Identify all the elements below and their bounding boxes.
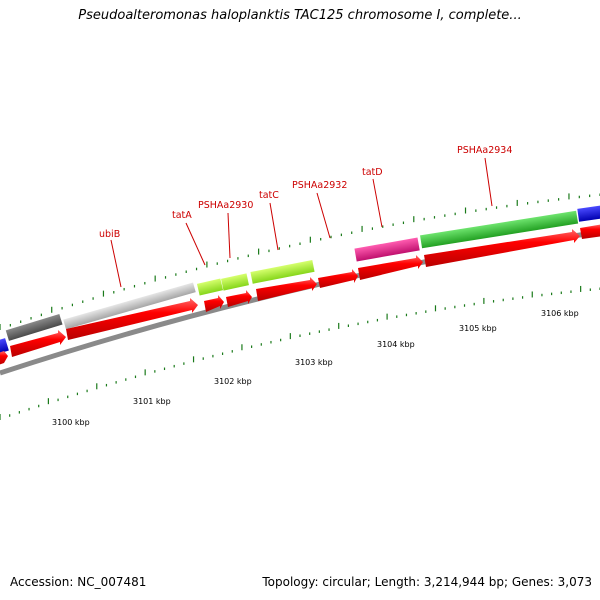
- leader-ubiB: [110, 239, 122, 288]
- accession-text: Accession: NC_007481: [10, 575, 147, 589]
- gene-labels: ubiB tatA PSHAa2930 tatC PSHAa2932 tatD …: [99, 145, 512, 240]
- gene-label-tatC: tatC: [259, 190, 279, 201]
- feature-tatD: [354, 237, 420, 262]
- kbp-label-3102: 3102 kbp: [214, 377, 252, 386]
- cds-arrow: [318, 269, 358, 288]
- cds-arrow: [66, 298, 198, 340]
- kbp-label-3105: 3105 kbp: [459, 324, 497, 333]
- cds-arrow: [580, 224, 600, 239]
- map-title: Pseudoalteromonas haloplanktis TAC125 ch…: [78, 8, 522, 23]
- feature-blue-left: [0, 338, 9, 354]
- feature-track: [0, 205, 600, 354]
- lower-tick-row: [0, 285, 600, 420]
- feature-dark-gray: [5, 314, 63, 341]
- kbp-labels: 3100 kbp 3101 kbp 3102 kbp 3103 kbp 3104…: [52, 309, 579, 427]
- gene-label-PSHAa2932: PSHAa2932: [292, 180, 347, 191]
- label-leader-lines: [110, 157, 493, 288]
- feature-blue-right: [577, 205, 600, 222]
- upper-tick-row: [0, 193, 600, 330]
- cds-arrow: [256, 277, 317, 301]
- kbp-label-3106: 3106 kbp: [541, 309, 579, 318]
- leader-tatD: [372, 178, 383, 228]
- cds-arrow: [10, 330, 66, 357]
- cds-arrow: [358, 255, 423, 280]
- cds-arrow: [204, 295, 224, 312]
- leader-tatA: [185, 222, 206, 266]
- kbp-label-3101: 3101 kbp: [133, 397, 171, 406]
- gene-label-PSHAa2930: PSHAa2930: [198, 200, 253, 211]
- kbp-label-3103: 3103 kbp: [295, 358, 333, 367]
- gene-label-PSHAa2934: PSHAa2934: [457, 145, 512, 156]
- leader-PSHAa2934: [484, 157, 493, 207]
- gene-label-ubiB: ubiB: [99, 229, 120, 240]
- feature-ubiB: [63, 282, 196, 330]
- leader-PSHAa2930: [227, 212, 231, 259]
- feature-tatC: [250, 260, 315, 284]
- leader-PSHAa2932: [316, 192, 331, 239]
- leader-tatC: [269, 202, 279, 251]
- genome-summary-text: Topology: circular; Length: 3,214,944 bp…: [262, 575, 592, 589]
- kbp-label-3104: 3104 kbp: [377, 340, 415, 349]
- gene-label-tatA: tatA: [172, 210, 192, 221]
- cds-arrow: [0, 351, 8, 365]
- cds-arrow: [424, 229, 580, 267]
- gene-label-tatD: tatD: [362, 167, 383, 178]
- cds-arrow: [226, 290, 252, 307]
- feature-PSHAa2930: [221, 273, 249, 291]
- kbp-label-3100: 3100 kbp: [52, 418, 90, 427]
- cds-track: [0, 224, 600, 365]
- feature-PSHAa2934: [420, 210, 579, 249]
- feature-tatA: [196, 278, 224, 296]
- genome-backbone: [0, 229, 600, 376]
